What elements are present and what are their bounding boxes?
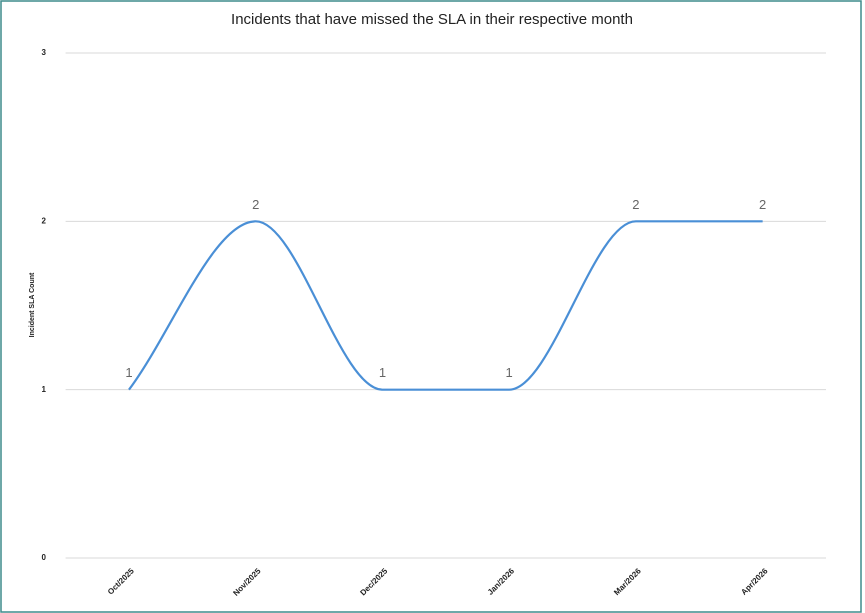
data-label: 1 bbox=[125, 365, 132, 380]
data-label: 2 bbox=[632, 197, 639, 212]
y-tick-label: 2 bbox=[42, 216, 47, 225]
data-label: 1 bbox=[379, 365, 386, 380]
y-tick-label: 0 bbox=[42, 553, 47, 562]
y-tick-label: 1 bbox=[42, 385, 47, 394]
y-tick-label: 3 bbox=[42, 48, 47, 57]
y-axis-label: Incident SLA Count bbox=[29, 272, 36, 337]
chart-title: Incidents that have missed the SLA in th… bbox=[231, 11, 633, 28]
line bbox=[128, 220, 763, 391]
data-label: 2 bbox=[252, 197, 259, 212]
data-label: 1 bbox=[506, 365, 513, 380]
data-label: 2 bbox=[759, 197, 766, 212]
